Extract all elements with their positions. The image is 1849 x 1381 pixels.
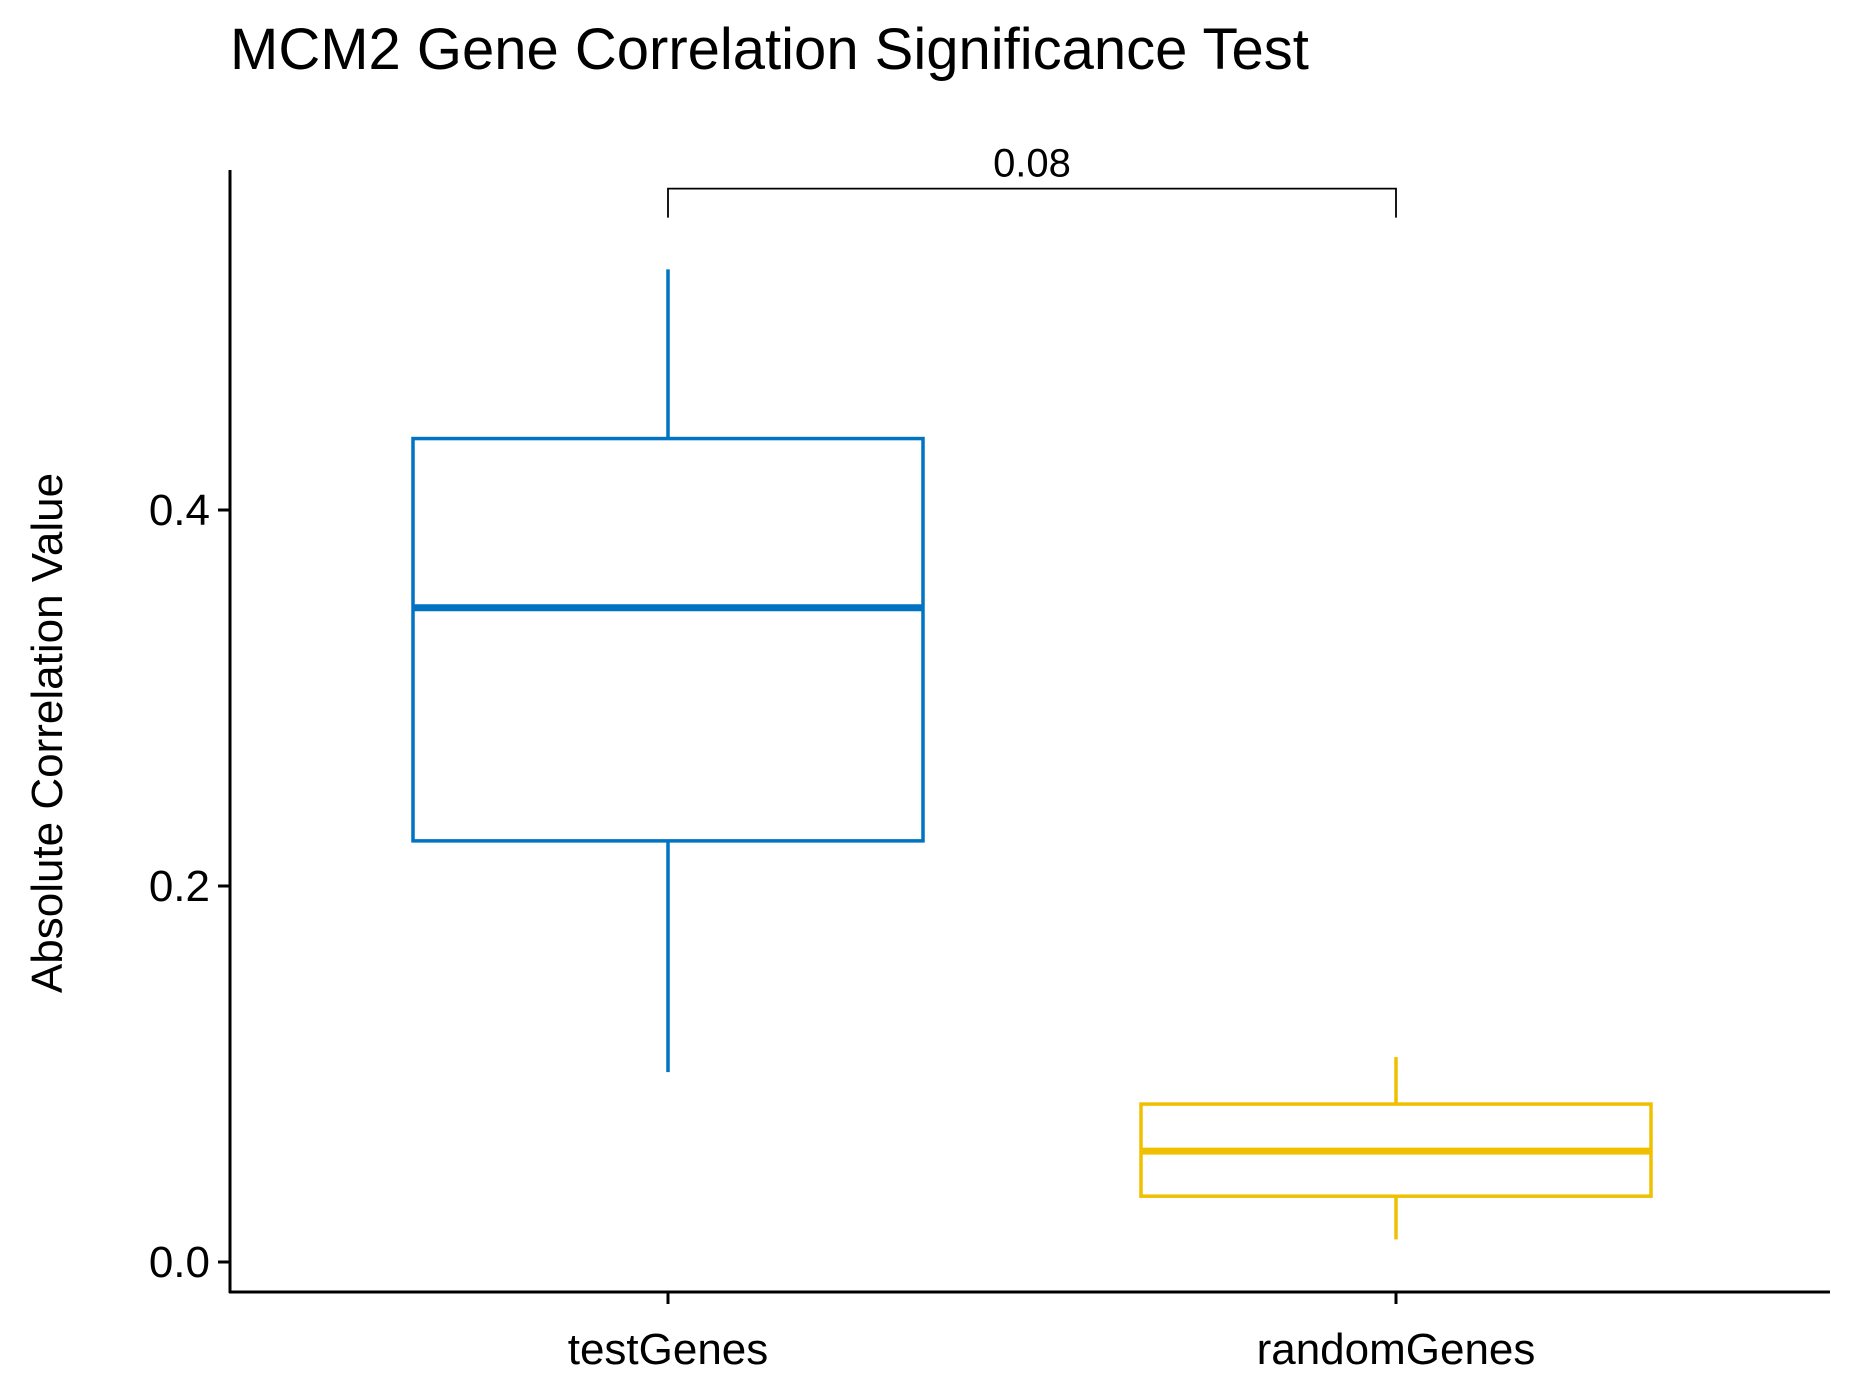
box-testGenes: [411, 436, 925, 843]
y-tick-label: 0.4: [149, 486, 210, 535]
y-tick-label: 0.0: [149, 1238, 210, 1287]
y-tick-label: 0.2: [149, 862, 210, 911]
chart-title: MCM2 Gene Correlation Significance Test: [230, 17, 1309, 82]
significance-bracket: [667, 187, 1397, 218]
x-tick-label: testGenes: [568, 1325, 769, 1374]
x-tick-label: randomGenes: [1257, 1325, 1536, 1374]
p-value-label: 0.08: [993, 142, 1071, 186]
